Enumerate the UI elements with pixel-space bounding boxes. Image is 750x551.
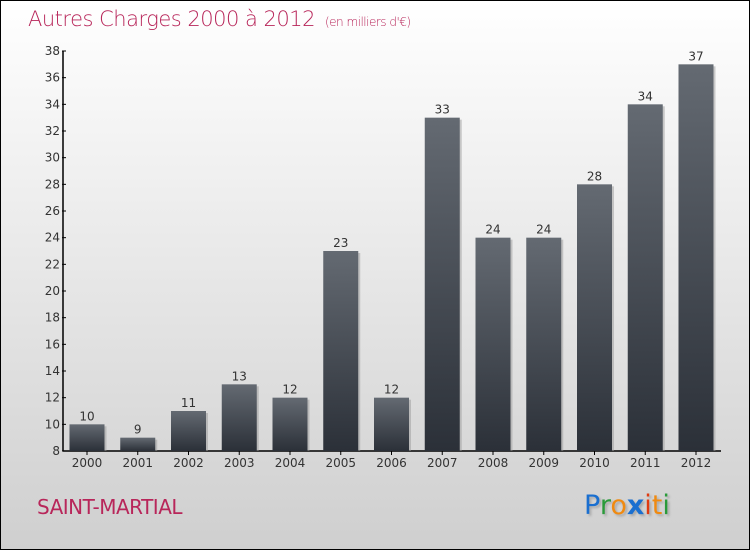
data-label: 37 (688, 49, 703, 63)
data-label: 9 (134, 423, 142, 437)
y-tick-label: 8 (52, 444, 60, 458)
bar-2008 (475, 237, 511, 451)
data-label: 28 (587, 169, 602, 183)
y-tick-label: 24 (45, 231, 60, 245)
bar-2009 (526, 237, 562, 451)
x-tick-label: 2009 (528, 456, 559, 470)
bar-2011 (627, 104, 663, 451)
y-tick-label: 18 (45, 311, 60, 325)
bar-2004 (272, 397, 308, 451)
data-label: 12 (384, 383, 399, 397)
x-tick-label: 2006 (376, 456, 407, 470)
y-tick-label: 26 (45, 204, 60, 218)
unit-label: (en milliers d'€) (324, 15, 411, 29)
data-label: 23 (333, 236, 348, 250)
proxiti-logo: Proxiti (584, 490, 670, 521)
y-tick-label: 28 (45, 177, 60, 191)
y-tick-label: 38 (45, 44, 60, 58)
y-tick-label: 12 (45, 391, 60, 405)
bar-2003 (221, 384, 257, 451)
bar-2010 (577, 184, 612, 452)
x-tick-label: 2012 (681, 456, 712, 470)
data-label: 11 (181, 396, 196, 410)
data-label: 34 (638, 89, 653, 103)
bar-2012 (678, 64, 714, 452)
x-tick-label: 2005 (325, 456, 356, 470)
bar-2007 (424, 117, 460, 452)
data-label: 33 (435, 103, 450, 117)
bar-2005 (323, 251, 359, 451)
data-label: 13 (232, 369, 247, 383)
data-label: 12 (282, 383, 297, 397)
y-tick-label: 36 (45, 71, 60, 85)
bar-2002 (171, 411, 206, 451)
city-label: SAINT-MARTIAL (37, 495, 183, 519)
x-tick-label: 2000 (72, 456, 103, 470)
x-tick-label: 2010 (579, 456, 610, 470)
y-tick-label: 30 (45, 151, 60, 165)
x-tick-label: 2002 (173, 456, 204, 470)
data-label: 24 (536, 223, 551, 237)
x-tick-label: 2011 (630, 456, 661, 470)
data-label: 24 (485, 223, 500, 237)
y-tick-label: 34 (45, 97, 60, 111)
x-tick-label: 2008 (478, 456, 509, 470)
x-tick-label: 2003 (224, 456, 255, 470)
y-tick-label: 32 (45, 124, 60, 138)
x-tick-label: 2001 (122, 456, 153, 470)
chart-title: Autres Charges 2000 à 2012 (en milliers d… (28, 7, 411, 31)
y-tick-label: 10 (45, 417, 60, 431)
y-tick-label: 14 (45, 364, 60, 378)
bar-2006 (374, 397, 409, 451)
bar-2001 (120, 437, 156, 451)
x-tick-label: 2004 (275, 456, 306, 470)
bar-2000 (69, 424, 105, 451)
y-tick-label: 22 (45, 257, 60, 271)
x-tick-label: 2007 (427, 456, 458, 470)
y-tick-label: 20 (45, 284, 60, 298)
data-label: 10 (79, 409, 94, 423)
title-text: Autres Charges 2000 à 2012 (28, 7, 315, 31)
y-tick-label: 16 (45, 337, 60, 351)
